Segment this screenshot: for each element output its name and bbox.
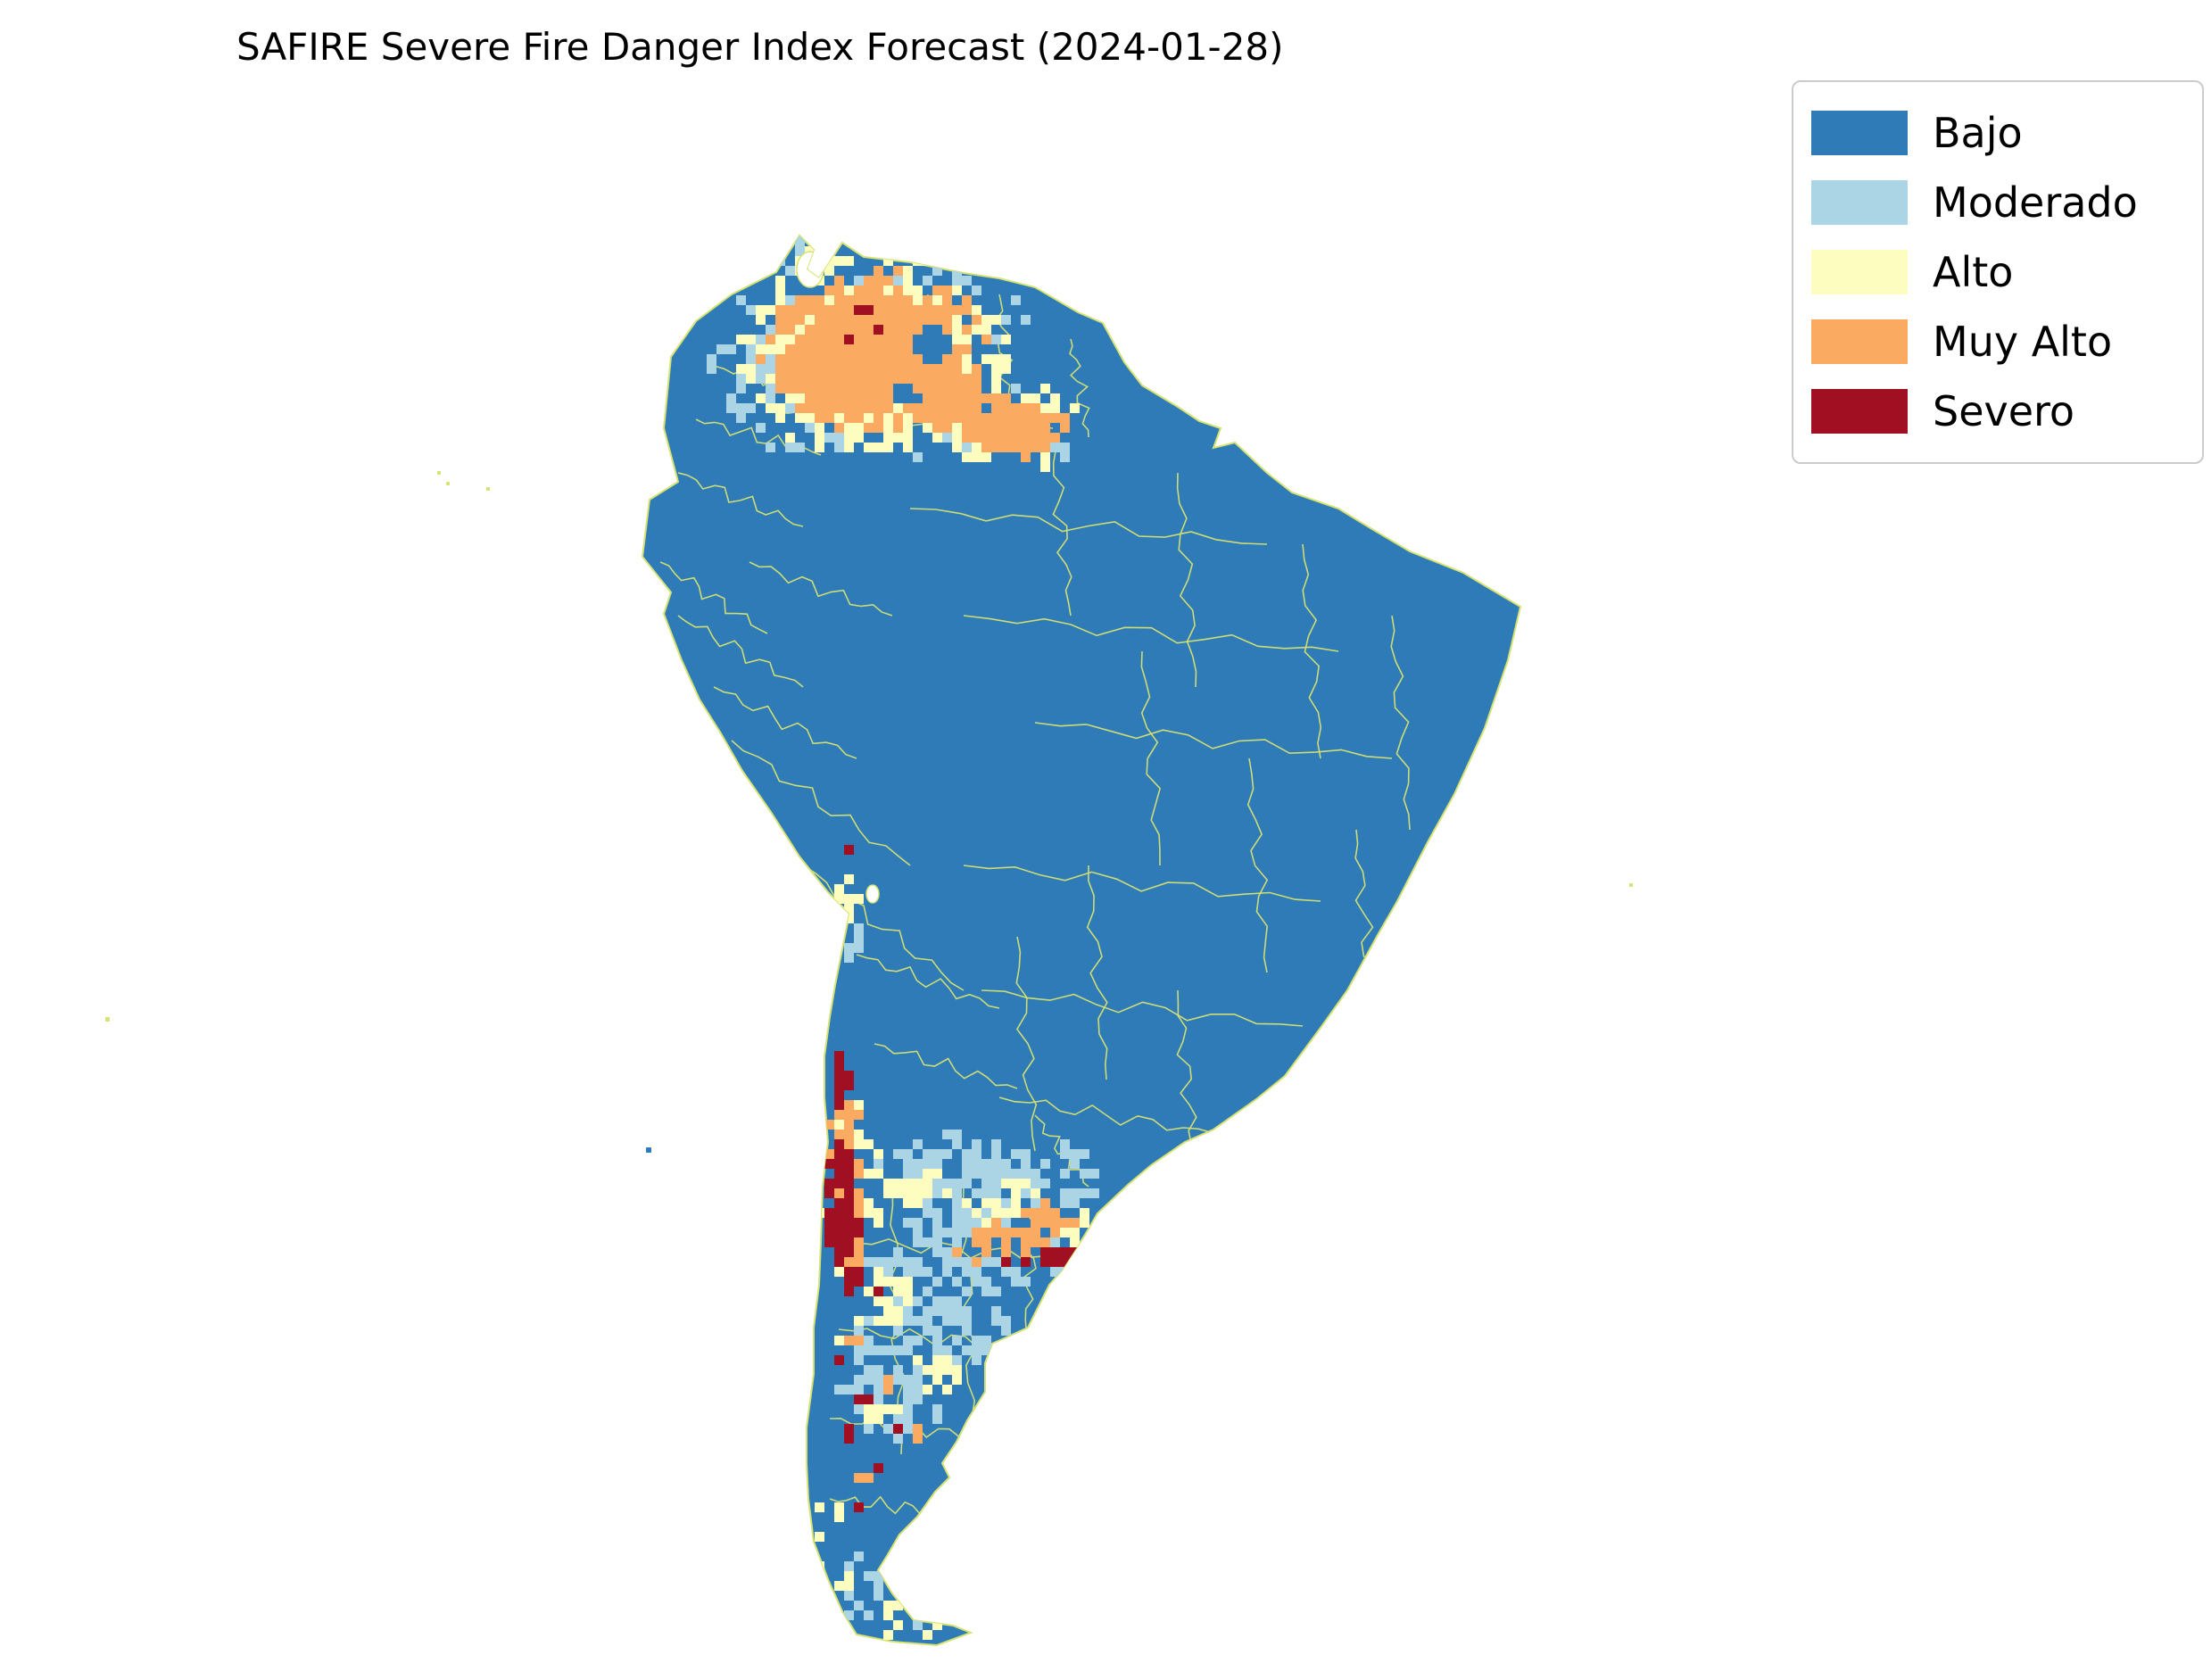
legend-label-bajo: Bajo bbox=[1933, 109, 2023, 157]
legend-label-alto: Alto bbox=[1933, 248, 2014, 296]
island-dot bbox=[1629, 883, 1633, 887]
island-dot bbox=[486, 487, 490, 491]
map-svg bbox=[641, 234, 1522, 1647]
legend-item-muy-alto: Muy Alto bbox=[1811, 307, 2184, 377]
island-dot bbox=[646, 1147, 651, 1153]
chart-title: SAFIRE Severe Fire Danger Index Forecast… bbox=[236, 25, 1284, 69]
island-dot bbox=[105, 1017, 110, 1022]
legend-item-alto: Alto bbox=[1811, 237, 2184, 307]
legend-item-bajo: Bajo bbox=[1811, 98, 2184, 168]
legend-item-severo: Severo bbox=[1811, 377, 2184, 446]
legend: Bajo Moderado Alto Muy Alto Severo bbox=[1792, 80, 2204, 464]
legend-label-muy-alto: Muy Alto bbox=[1933, 318, 2113, 366]
legend-item-moderado: Moderado bbox=[1811, 168, 2184, 237]
legend-swatch-bajo bbox=[1811, 111, 1908, 155]
legend-label-moderado: Moderado bbox=[1933, 178, 2138, 227]
legend-swatch-alto bbox=[1811, 250, 1908, 294]
legend-swatch-moderado bbox=[1811, 180, 1908, 225]
island-dot bbox=[437, 471, 441, 475]
legend-swatch-severo bbox=[1811, 389, 1908, 434]
legend-swatch-muy-alto bbox=[1811, 319, 1908, 364]
island-dot bbox=[446, 482, 450, 485]
legend-label-severo: Severo bbox=[1933, 387, 2075, 435]
